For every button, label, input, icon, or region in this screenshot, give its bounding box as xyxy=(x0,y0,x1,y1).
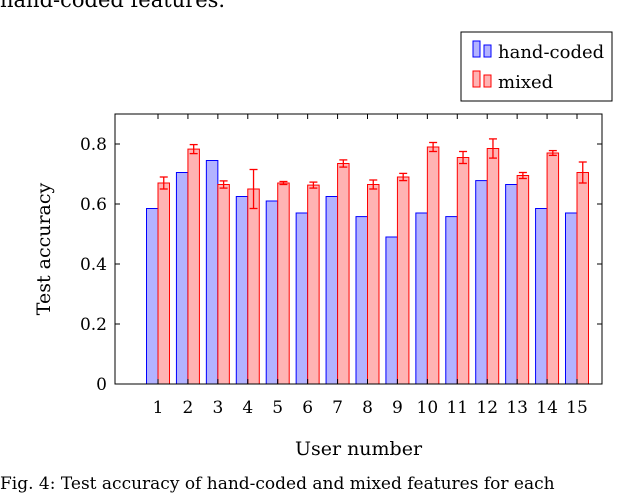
error-bar-mixed xyxy=(339,159,348,168)
error-bar-mixed xyxy=(369,179,378,190)
error-bar-mixed xyxy=(219,180,228,189)
bar-hand-coded xyxy=(235,196,249,385)
bar-mixed xyxy=(157,182,170,385)
bar-mixed xyxy=(546,152,560,385)
error-bar-mixed xyxy=(548,149,557,157)
error-bar-mixed xyxy=(518,171,527,180)
bar-hand-coded xyxy=(325,196,339,385)
bar-hand-coded xyxy=(505,184,518,385)
bar-hand-coded xyxy=(265,200,279,385)
bar-hand-coded xyxy=(175,172,189,385)
bar-mixed xyxy=(516,175,530,385)
error-bar-mixed xyxy=(309,181,318,189)
y-tick-label: 0 xyxy=(96,375,107,395)
error-bar-mixed xyxy=(488,138,497,159)
x-tick-label: 12 xyxy=(476,398,498,418)
legend: hand-coded mixed xyxy=(460,31,613,102)
bar-hand-coded xyxy=(535,208,548,385)
error-bar-mixed xyxy=(279,180,288,186)
bar-mixed xyxy=(187,148,200,385)
x-tick-label: 7 xyxy=(332,398,343,418)
error-bars-layer xyxy=(159,138,587,210)
bar-hand-coded xyxy=(355,216,368,385)
bar-hand-coded xyxy=(385,236,398,385)
x-axis-label: User number xyxy=(295,438,423,460)
bar-mixed xyxy=(247,188,260,385)
y-tick-label: 0.4 xyxy=(80,255,107,275)
bar-mixed xyxy=(217,184,230,385)
bar-mixed xyxy=(337,163,350,385)
y-axis-label: Test accuracy xyxy=(33,182,55,315)
bar-mixed xyxy=(277,182,290,385)
x-tick-label: 4 xyxy=(242,398,253,418)
x-tick-label: 11 xyxy=(446,398,468,418)
y-tick-label: 0.8 xyxy=(80,135,107,155)
y-axis-ticks: 0 0.2 0.4 0.6 0.8 xyxy=(80,135,602,395)
x-tick-label: 14 xyxy=(536,398,558,418)
bar-mixed xyxy=(426,146,440,385)
error-bar-mixed xyxy=(249,168,258,210)
bar-hand-coded xyxy=(445,216,458,385)
x-tick-label: 8 xyxy=(362,398,373,418)
bar-mixed xyxy=(576,172,589,385)
bar-hand-coded xyxy=(295,212,309,385)
x-axis-ticks: 1 2 3 4 5 6 7 8 9 10 11 12 13 14 15 xyxy=(153,114,588,418)
x-tick-label: 15 xyxy=(566,398,588,418)
bar-mixed xyxy=(396,176,410,385)
legend-swatch-mixed xyxy=(483,74,492,88)
bar-hand-coded xyxy=(415,212,428,385)
legend-label-hand-coded: hand-coded xyxy=(498,42,604,63)
caption-bottom: Fig. 4: Test accuracy of hand-coded and … xyxy=(0,474,555,494)
bar-hand-coded xyxy=(205,160,219,385)
bar-mixed xyxy=(456,157,470,385)
y-tick-label: 0.2 xyxy=(80,315,107,335)
bar-chart: 00.20.40.60.8 1 2 3 4 5 6 7 8 9 10 11 12 13 14 15 User… xyxy=(33,31,613,460)
bar-hand-coded xyxy=(146,208,159,385)
y-tick-label: 0.6 xyxy=(80,195,107,215)
x-tick-label: 1 xyxy=(153,398,164,418)
error-bar-mixed xyxy=(459,150,468,165)
error-bar-mixed xyxy=(189,143,198,155)
x-tick-label: 9 xyxy=(392,398,403,418)
x-tick-label: 5 xyxy=(272,398,283,418)
legend-swatch-mixed xyxy=(472,70,481,88)
bar-mixed xyxy=(367,184,380,385)
legend-label-mixed: mixed xyxy=(498,72,553,93)
legend-box xyxy=(460,31,613,102)
caption-top: hand-coded features. xyxy=(0,0,226,12)
x-tick-label: 2 xyxy=(183,398,194,418)
x-tick-label: 13 xyxy=(506,398,528,418)
error-bar-mixed xyxy=(578,161,587,184)
legend-swatch-hand-coded xyxy=(483,44,492,58)
error-bar-mixed xyxy=(159,176,168,190)
legend-swatch-hand-coded xyxy=(472,40,481,58)
x-tick-label: 10 xyxy=(417,398,439,418)
bar-hand-coded xyxy=(475,180,488,385)
bars-layer xyxy=(146,146,589,385)
x-tick-label: 6 xyxy=(302,398,313,418)
bar-mixed xyxy=(486,148,500,385)
error-bar-mixed xyxy=(429,141,438,153)
bar-mixed xyxy=(307,184,320,385)
x-tick-label: 3 xyxy=(212,398,223,418)
plot-frame xyxy=(114,113,603,385)
error-bar-mixed xyxy=(399,172,408,182)
bar-hand-coded xyxy=(565,212,578,385)
